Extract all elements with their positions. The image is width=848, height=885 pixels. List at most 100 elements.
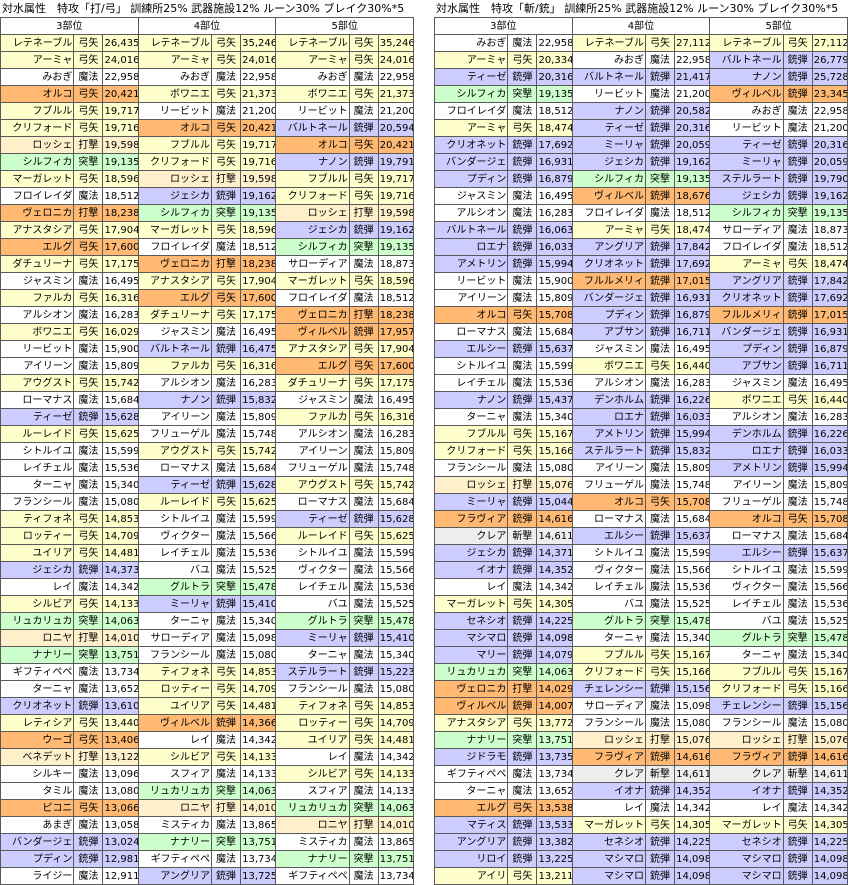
unit-name-cell: ティーゼ: [275, 510, 350, 528]
damage-value-cell: 17,015: [811, 306, 848, 324]
unit-name-cell: マシマロ: [571, 867, 646, 885]
damage-value-cell: 20,316: [811, 136, 848, 154]
unit-name-cell: レティシア: [0, 714, 75, 732]
weapon-type-cell: 銃弾: [507, 221, 538, 239]
unit-name-cell: ロッティー: [137, 680, 212, 698]
weapon-type-cell: 弓矢: [507, 119, 538, 137]
table-row: レイ 魔法 14,342 レイチェル 魔法 15,536 ヴィクター 魔法 15,566: [433, 578, 848, 596]
damage-value-cell: 15,076: [811, 731, 848, 749]
table-row: アルシオン 魔法 16,283 フロイレイダ 魔法 18,512 シルフィカ 突撃 19,135: [433, 204, 848, 222]
weapon-type-cell: 弓矢: [507, 867, 538, 885]
damage-value-cell: 13,865: [377, 833, 415, 851]
unit-name-cell: グルトラ: [275, 612, 350, 630]
damage-value-cell: 13,122: [102, 748, 139, 766]
table-row: レイチェル 魔法 15,536 ローマナス 魔法 15,684 フリューゲル 魔法 15,748: [0, 459, 415, 477]
weapon-type-cell: 突撃: [348, 238, 379, 256]
damage-value-cell: 16,495: [102, 272, 139, 290]
weapon-type-cell: 魔法: [210, 816, 242, 834]
weapon-type-cell: 銃弾: [348, 153, 379, 171]
weapon-type-cell: 銃弾: [210, 340, 242, 358]
damage-value-cell: 15,625: [377, 527, 415, 545]
damage-value-cell: 14,611: [536, 527, 573, 545]
weapon-type-cell: 魔法: [644, 629, 676, 647]
weapon-type-cell: 魔法: [782, 408, 813, 426]
table-row: オルコ 弓矢 20,421 ボワニエ 弓矢 21,373 ボワニエ 弓矢 21,373: [0, 85, 415, 103]
weapon-type-cell: 魔法: [507, 374, 538, 392]
unit-name-cell: ティフォネ: [137, 663, 212, 681]
damage-value-cell: 18,238: [102, 204, 139, 222]
weapon-type-cell: 銃弾: [507, 629, 538, 647]
weapon-type-cell: 銃弾: [782, 867, 813, 885]
damage-value-cell: 15,628: [240, 476, 277, 494]
weapon-type-cell: 魔法: [73, 357, 104, 375]
damage-value-cell: 21,200: [240, 102, 277, 120]
weapon-type-cell: 銃弾: [507, 646, 538, 664]
weapon-type-cell: 魔法: [782, 221, 813, 239]
weapon-type-cell: 銃弾: [644, 748, 676, 766]
table-row: マリー 銃弾 14,079 フブルル 弓矢 15,167 ターニャ 魔法 15,340: [433, 646, 848, 664]
weapon-type-cell: 突撃: [507, 85, 538, 103]
weapon-type-cell: 弓矢: [644, 816, 676, 834]
damage-value-cell: 20,594: [377, 119, 415, 137]
damage-value-cell: 14,010: [377, 816, 415, 834]
unit-name-cell: アメトリン: [709, 459, 784, 477]
unit-name-cell: ロエナ: [433, 238, 509, 256]
unit-name-cell: アーミャ: [571, 221, 646, 239]
damage-value-cell: 16,440: [674, 357, 711, 375]
weapon-type-cell: 弓矢: [348, 527, 379, 545]
weapon-type-cell: 魔法: [782, 119, 813, 137]
damage-value-cell: 18,873: [377, 255, 415, 273]
damage-value-cell: 13,751: [377, 850, 415, 868]
weapon-type-cell: 銃弾: [644, 187, 676, 205]
damage-value-cell: 15,166: [674, 663, 711, 681]
weapon-type-cell: 弓矢: [210, 748, 242, 766]
damage-value-cell: 15,340: [811, 646, 848, 664]
weapon-type-cell: 魔法: [210, 374, 242, 392]
weapon-type-cell: 弓矢: [210, 289, 242, 307]
unit-name-cell: アウグスト: [137, 442, 212, 460]
table-row: ジェシカ 銃弾 14,371 シトルイユ 魔法 15,599 エルシー 銃弾 15,637: [433, 544, 848, 562]
table-row: フランシール 魔法 15,080 ルーレイド 弓矢 15,625 ローマナス 魔法 15,684: [0, 493, 415, 511]
unit-name-cell: フリューゲル: [571, 476, 646, 494]
damage-value-cell: 15,167: [536, 425, 573, 443]
table-row: ヴェロニカ 打撃 18,238 シルフィカ 突撃 19,135 ロッシェ 打撃 19,598: [0, 204, 415, 222]
weapon-type-cell: 銃弾: [782, 51, 813, 69]
damage-value-cell: 14,225: [811, 833, 848, 851]
weapon-type-cell: 弓矢: [73, 425, 104, 443]
weapon-type-cell: 魔法: [782, 612, 813, 630]
damage-value-cell: 14,133: [240, 765, 277, 783]
table-row: ロッティー 弓矢 14,709 ヴィクター 魔法 15,566 ルーレイド 弓矢 15,625: [0, 527, 415, 545]
unit-name-cell: ティフォネ: [0, 510, 75, 528]
weapon-type-cell: 魔法: [348, 595, 379, 613]
unit-name-cell: ティーゼ: [709, 136, 784, 154]
damage-value-cell: 15,684: [377, 493, 415, 511]
unit-name-cell: シルキー: [0, 765, 75, 783]
weapon-type-cell: 銃弾: [348, 663, 379, 681]
damage-value-cell: 19,717: [240, 136, 277, 154]
unit-name-cell: クリフォード: [275, 187, 350, 205]
unit-name-cell: フラヴィア: [433, 510, 509, 528]
table-row: ターニャ 魔法 13,652 イオナ 銃弾 14,352 イオナ 銃弾 14,352: [433, 782, 848, 800]
damage-value-cell: 14,709: [240, 680, 277, 698]
unit-name-cell: ナナリー: [137, 833, 212, 851]
unit-name-cell: アメトリン: [571, 425, 646, 443]
weapon-type-cell: 魔法: [507, 459, 538, 477]
unit-name-cell: リュカリュカ: [0, 612, 75, 630]
damage-value-cell: 16,033: [674, 408, 711, 426]
damage-value-cell: 16,931: [674, 289, 711, 307]
table-row: フラヴィア 銃弾 14,616 ローマナス 魔法 15,684 オルコ 弓矢 15,708: [433, 510, 848, 528]
unit-name-cell: シルフィカ: [137, 204, 212, 222]
table-row: バンダージェ 銃弾 16,931 ジェシカ 銃弾 19,162 ミーリャ 銃弾 20,059: [433, 153, 848, 171]
weapon-type-cell: 弓矢: [507, 51, 538, 69]
unit-name-cell: フリューゲル: [709, 493, 784, 511]
weapon-type-cell: 魔法: [507, 323, 538, 341]
unit-name-cell: アルシオン: [0, 306, 75, 324]
damage-value-cell: 17,015: [674, 272, 711, 290]
weapon-type-cell: 魔法: [644, 51, 676, 69]
weapon-type-cell: 銃弾: [507, 238, 538, 256]
weapon-type-cell: 銃弾: [782, 748, 813, 766]
unit-name-cell: ギフティペペ: [275, 867, 350, 885]
weapon-type-cell: 銃弾: [507, 833, 538, 851]
unit-name-cell: ロッシェ: [709, 731, 784, 749]
damage-value-cell: 17,904: [102, 221, 139, 239]
